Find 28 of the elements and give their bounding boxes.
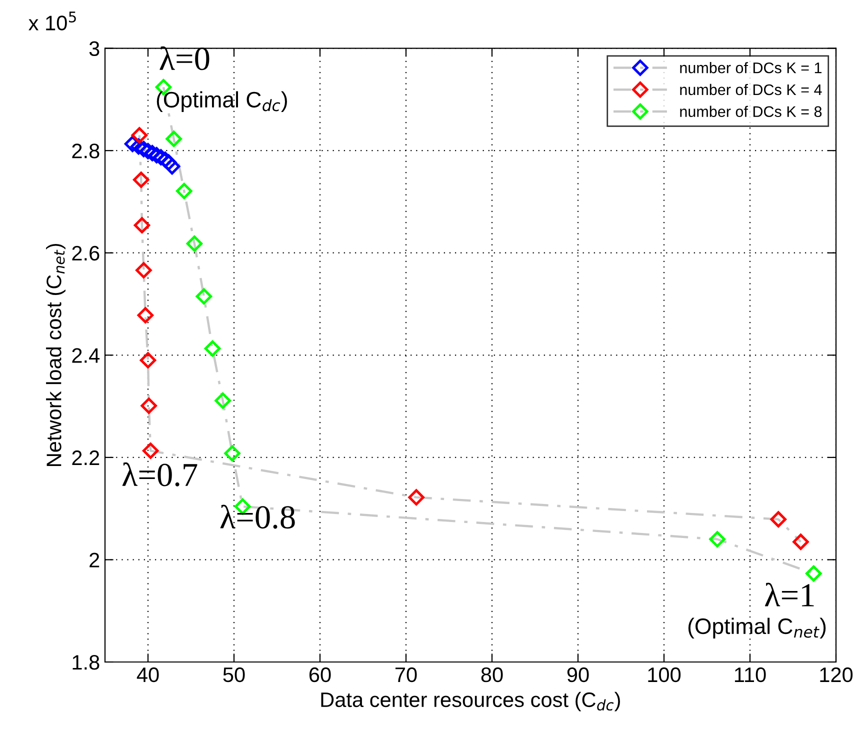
x-tick-label: 110 bbox=[734, 667, 766, 682]
legend-label: number of DCs K = 8 bbox=[680, 106, 822, 118]
annotation: (Optimal C$_{dc}$) bbox=[156, 91, 287, 112]
annotation: λ=0.7 bbox=[122, 462, 198, 486]
x-tick-label: 60 bbox=[309, 667, 331, 682]
annotation: λ=0 bbox=[160, 46, 210, 70]
x-tick-label: 120 bbox=[820, 667, 853, 682]
y-tick-label: 3 bbox=[89, 41, 100, 56]
x-tick-label: 50 bbox=[223, 667, 245, 682]
text: x 10$^{5}$ bbox=[28, 12, 76, 30]
y-tick-label: 2.2 bbox=[72, 450, 100, 465]
x-tick-label: 100 bbox=[648, 667, 681, 682]
annotation: (Optimal C$_{net}$) bbox=[688, 618, 826, 639]
annotation: λ=0.8 bbox=[220, 504, 295, 529]
y-tick-label: 2 bbox=[90, 552, 100, 568]
x-tick-label: 70 bbox=[395, 667, 417, 682]
annotation: λ=1 bbox=[765, 582, 814, 606]
y-tick-label: 2.8 bbox=[72, 144, 100, 158]
legend-label: number of DCs K = 4 bbox=[680, 84, 822, 96]
x-tick-label: 80 bbox=[481, 667, 503, 682]
y-axis-title: Network load cost (C$_{net}$) bbox=[46, 244, 66, 466]
y-tick-label: 2.6 bbox=[72, 246, 100, 261]
legend-label: number of DCs K = 1 bbox=[680, 62, 822, 74]
x-tick-label: 40 bbox=[136, 667, 159, 682]
y-tick-label: 1.8 bbox=[72, 655, 100, 670]
x-axis-title: Data center resources cost (C$_{dc}$) bbox=[321, 692, 620, 712]
x-tick-label: 90 bbox=[567, 667, 589, 682]
y-tick-label: 2.4 bbox=[72, 348, 100, 363]
